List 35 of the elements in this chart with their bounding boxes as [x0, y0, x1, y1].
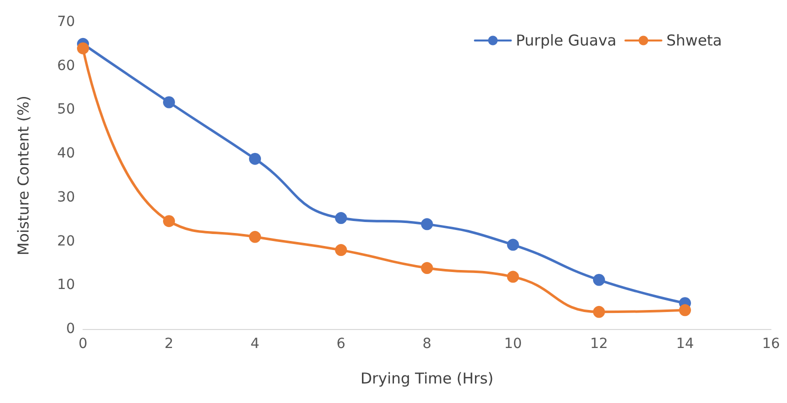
- x-tick-label: 6: [336, 336, 346, 352]
- x-tick-label: 8: [422, 336, 432, 352]
- y-axis-title: Moisture Content (%): [14, 96, 32, 256]
- y-tick-label: 70: [57, 14, 75, 30]
- point: [421, 218, 433, 230]
- y-tick-label: 10: [57, 277, 75, 294]
- point: [249, 152, 261, 165]
- x-tick-label: 4: [250, 336, 260, 352]
- x-tick-label: 10: [504, 336, 522, 352]
- x-axis-title: Drying Time (Hrs): [360, 370, 494, 388]
- point: [507, 238, 519, 251]
- point: [421, 262, 433, 274]
- x-tick-label: 0: [78, 336, 88, 352]
- point: [163, 215, 175, 228]
- point: [335, 244, 347, 256]
- point: [163, 96, 175, 108]
- point: [679, 304, 691, 316]
- y-tick-label: 0: [66, 321, 75, 337]
- point: [249, 230, 261, 243]
- x-tick-label: 14: [676, 336, 694, 352]
- point: [593, 306, 605, 318]
- y-tick-label: 60: [57, 58, 75, 74]
- point: [335, 212, 347, 224]
- point: [77, 42, 89, 54]
- point: [507, 270, 519, 283]
- y-tick-label: 50: [57, 102, 75, 118]
- y-tick-label: 20: [57, 233, 75, 250]
- x-tick-label: 12: [590, 336, 608, 352]
- point: [593, 274, 605, 286]
- y-tick-label: 30: [57, 189, 75, 206]
- y-tick-label: 40: [57, 146, 75, 162]
- x-tick-label: 2: [164, 336, 174, 352]
- x-tick-label: 16: [762, 336, 780, 352]
- legend-label: Purple Guava: [516, 32, 616, 50]
- legend-label: Shweta: [666, 32, 722, 50]
